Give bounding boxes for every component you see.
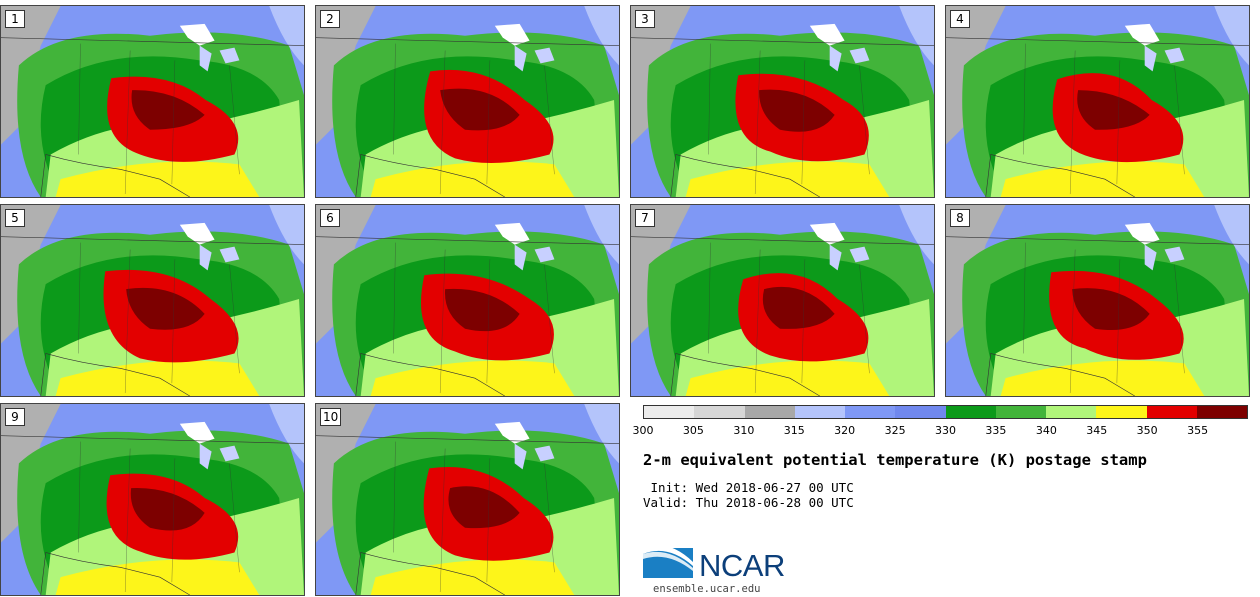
stamp-number: 3 (635, 10, 655, 28)
colorbar (643, 405, 1248, 419)
colorbar-segment (1096, 406, 1147, 418)
colorbar-tick-label: 330 (935, 424, 956, 437)
stamp-number: 8 (950, 209, 970, 227)
map-field (1, 205, 304, 396)
stamp-number: 9 (5, 408, 25, 426)
map-field (1, 404, 304, 595)
stamp-panel: 2 (315, 5, 620, 198)
colorbar-tick-label: 325 (884, 424, 906, 437)
stamp-panel: 10 (315, 403, 620, 596)
colorbar-segment (1146, 406, 1197, 418)
stamp-panel: 5 (0, 204, 305, 397)
map-field (316, 6, 619, 197)
colorbar-segment (644, 406, 695, 418)
stamp-number: 10 (320, 408, 342, 426)
colorbar-tick-label: 315 (783, 424, 805, 437)
page-title: 2-m equivalent potential temperature (K)… (643, 451, 1147, 469)
colorbar-tick-label: 310 (733, 424, 755, 437)
ncar-logo-text: NCAR (699, 548, 785, 583)
stamp-panel: 9 (0, 403, 305, 596)
map-field (946, 6, 1249, 197)
colorbar-tick-label: 320 (834, 424, 856, 437)
stamp-number: 7 (635, 209, 655, 227)
colorbar-segment (845, 406, 896, 418)
colorbar-tick-label: 340 (1035, 424, 1057, 437)
colorbar-segment (945, 406, 996, 418)
stamp-number: 5 (5, 209, 25, 227)
colorbar-tick-label: 305 (682, 424, 704, 437)
site-url: ensemble.ucar.edu (653, 583, 761, 595)
map-field (946, 205, 1249, 396)
map-field (631, 6, 934, 197)
colorbar-tick-label: 345 (1086, 424, 1108, 437)
map-field (1, 6, 304, 197)
colorbar-segment (1196, 406, 1247, 418)
stamp-number: 6 (320, 209, 340, 227)
map-field (316, 205, 619, 396)
stamp-panel: 8 (945, 204, 1250, 397)
map-field (316, 404, 619, 595)
ncar-logo-icon (643, 545, 693, 578)
init-time: Init: Wed 2018-06-27 00 UTC (643, 480, 854, 495)
stamp-panel: 3 (630, 5, 935, 198)
stamp-panel: 6 (315, 204, 620, 397)
stamp-panel: 7 (630, 204, 935, 397)
stamp-number: 4 (950, 10, 970, 28)
colorbar-tick-label: 350 (1136, 424, 1158, 437)
map-field (631, 205, 934, 396)
stamp-number: 2 (320, 10, 340, 28)
colorbar-segment (895, 406, 946, 418)
stamp-number: 1 (5, 10, 25, 28)
valid-time: Valid: Thu 2018-06-28 00 UTC (643, 495, 854, 510)
colorbar-tick-label: 355 (1187, 424, 1209, 437)
colorbar-segment (794, 406, 845, 418)
stamp-panel: 1 (0, 5, 305, 198)
colorbar-segment (995, 406, 1046, 418)
colorbar-segment (694, 406, 745, 418)
stamp-panel: 4 (945, 5, 1250, 198)
colorbar-segment (744, 406, 795, 418)
colorbar-segment (1046, 406, 1097, 418)
colorbar-tick-label: 300 (632, 424, 654, 437)
colorbar-tick-label: 335 (985, 424, 1007, 437)
